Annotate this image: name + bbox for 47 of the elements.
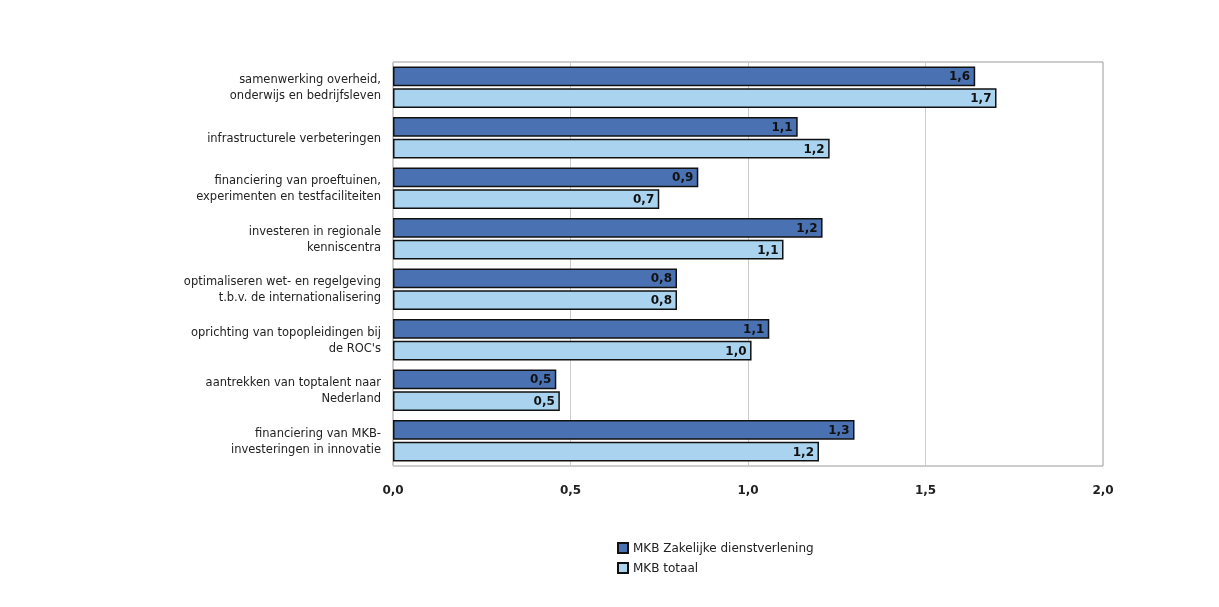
data-label: 1,0: [725, 343, 747, 358]
data-label: 0,5: [530, 372, 552, 387]
bar: [393, 189, 660, 209]
bar: [393, 88, 997, 108]
data-label: 1,1: [771, 119, 793, 134]
legend-label: MKB totaal: [633, 561, 699, 575]
x-tick-label: 0,0: [382, 483, 404, 497]
data-label: 1,1: [757, 242, 779, 257]
bar: [393, 66, 976, 87]
bar: [393, 290, 677, 310]
x-tick-label: 1,0: [737, 483, 759, 497]
y-tick-label: oprichting van topopleidingen bij de ROC's: [190, 324, 381, 355]
bar: [393, 391, 560, 411]
data-label: 1,3: [828, 422, 850, 437]
bar: [393, 218, 823, 238]
x-tick-label: 1,5: [914, 483, 937, 497]
bar: [393, 420, 855, 440]
bar: [393, 319, 770, 339]
bar: [393, 340, 752, 361]
data-label: 1,1: [743, 321, 765, 336]
data-label: 1,7: [970, 91, 992, 106]
y-tick-label: aantrekken van toptalent naar Nederland: [205, 375, 382, 406]
bar: [393, 138, 830, 159]
bar: [393, 369, 557, 390]
y-tick-label: infrastructurele verbeteringen: [207, 130, 381, 145]
data-label: 1,2: [792, 444, 814, 459]
data-label: 0,7: [632, 192, 655, 207]
x-tick-label: 2,0: [1092, 483, 1114, 497]
data-label: 1,2: [803, 141, 825, 156]
y-tick-label: optimaliseren wet- en regelgeving t.b.v. de internationalisering: [183, 274, 381, 305]
x-tick-label: 0,5: [559, 483, 582, 497]
bar: [393, 268, 677, 289]
data-label: 0,9: [672, 170, 694, 185]
bar: [393, 441, 819, 462]
bar: [393, 117, 798, 137]
legend-label: MKB Zakelijke dienstverlening: [633, 541, 814, 555]
y-tick-label: investeren in regionale kenniscentra: [248, 223, 381, 254]
data-label: 1,6: [948, 69, 971, 84]
data-label: 0,8: [650, 293, 672, 308]
bar: [393, 167, 699, 188]
y-tick-label: financiering van proeftuinen, experimenten en testfaciliteiten: [196, 173, 381, 204]
data-label: 0,5: [533, 394, 555, 409]
y-tick-label: samenwerking overheid, onderwijs en bedrijfsleven: [229, 72, 381, 103]
bar: [393, 239, 784, 260]
data-label: 0,8: [650, 271, 672, 286]
y-tick-label: financiering van MKB- investeringen in innovatie: [230, 425, 381, 456]
data-label: 1,2: [796, 220, 818, 235]
